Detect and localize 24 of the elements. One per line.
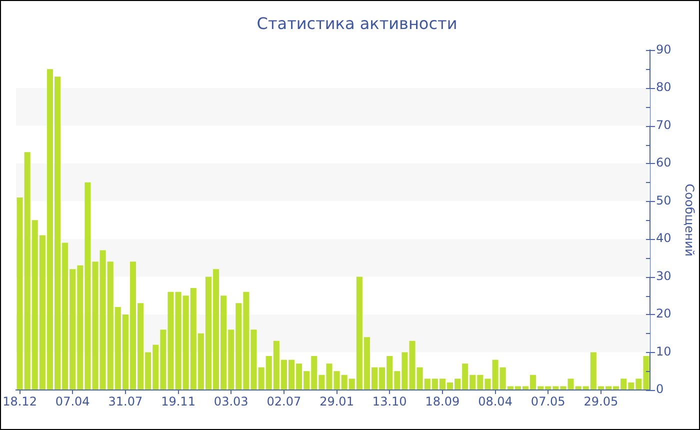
y-tick-label: 40 [656, 231, 672, 246]
x-tick-label: 03.03 [214, 394, 248, 408]
x-tick-label: 07.04 [55, 394, 90, 408]
y-tick-label: 30 [656, 268, 672, 283]
y-axis-title: Сообщений [682, 184, 697, 256]
x-tick-label: 29.01 [320, 394, 354, 408]
y-tick-label: 50 [656, 193, 672, 208]
y-tick-label: 20 [656, 306, 672, 321]
x-tick-label: 13.10 [372, 394, 407, 408]
y-tick-label: 0 [656, 382, 664, 396]
y-tick-label: 90 [656, 42, 672, 56]
chart-title: Статистика активности [256, 14, 458, 33]
x-tick-label: 02.07 [266, 394, 302, 408]
y-tick-label: 80 [656, 80, 672, 94]
y-tick-label: 70 [656, 118, 672, 132]
x-tick-label: 08.04 [478, 394, 512, 408]
x-tick-label: 29.05 [584, 394, 618, 408]
x-tick-label: 07.05 [530, 394, 566, 408]
x-tick-label: 31.07 [108, 394, 143, 408]
x-tick-label: 19.11 [161, 394, 196, 408]
x-tick-label: 18.12 [2, 394, 37, 408]
y-tick-label: 10 [656, 344, 672, 358]
y-tick-label: 60 [656, 156, 672, 170]
x-tick-label: 18.09 [425, 394, 460, 408]
